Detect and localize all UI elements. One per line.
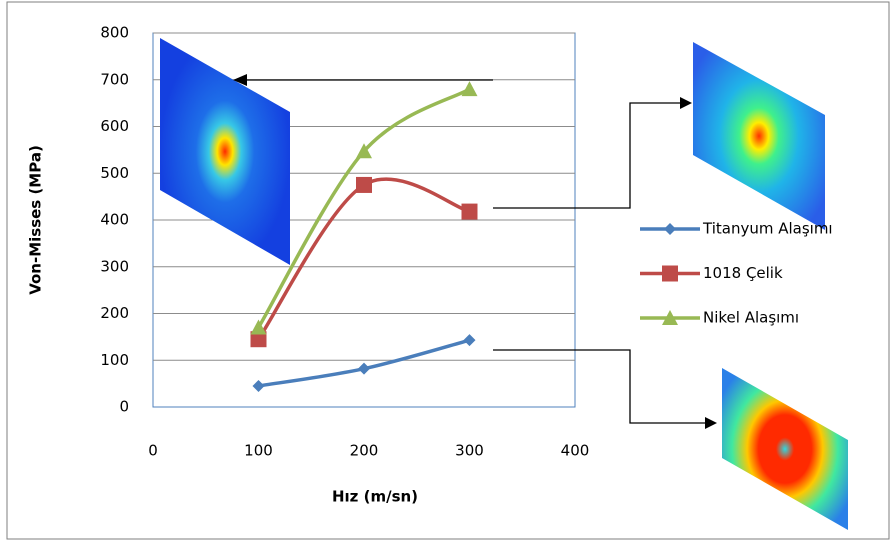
legend-label: 1018 Çelik [703, 264, 783, 282]
marker [356, 177, 372, 193]
arrow [493, 350, 708, 423]
x-tick-label: 300 [455, 442, 484, 460]
arrow [493, 103, 683, 208]
arrow-head [680, 97, 692, 109]
y-tick-label: 100 [100, 351, 129, 369]
legend-label: Nikel Alaşımı [703, 309, 799, 327]
legend-label: Titanyum Alaşımı [702, 220, 833, 238]
fea-image [693, 42, 825, 230]
marker [253, 380, 265, 392]
x-tick-label: 100 [244, 442, 273, 460]
y-tick-label: 0 [119, 398, 129, 416]
x-tick-label: 400 [561, 442, 590, 460]
legend-marker [662, 266, 678, 282]
y-tick-label: 200 [100, 304, 129, 322]
x-tick-label: 0 [148, 442, 158, 460]
x-tick-label: 200 [350, 442, 379, 460]
marker [462, 81, 478, 96]
fea-image [722, 368, 848, 530]
marker [464, 334, 476, 346]
series-line [259, 179, 470, 339]
y-axis-label: Von-Misses (MPa) [27, 145, 45, 295]
y-tick-label: 800 [100, 24, 129, 42]
arrow-head [705, 417, 717, 429]
y-tick-label: 500 [100, 164, 129, 182]
y-tick-label: 300 [100, 257, 129, 275]
y-tick-label: 600 [100, 117, 129, 135]
legend-marker [664, 223, 676, 235]
y-tick-label: 400 [100, 211, 129, 229]
x-axis-label: Hız (m/sn) [332, 488, 418, 506]
marker [462, 204, 478, 220]
marker [358, 363, 370, 375]
series-line [259, 89, 470, 327]
y-tick-label: 700 [100, 70, 129, 88]
chart: Hız (m/sn) Von-Misses (MPa) 0 100 200 300 40… [0, 0, 896, 541]
fea-image [160, 38, 290, 265]
